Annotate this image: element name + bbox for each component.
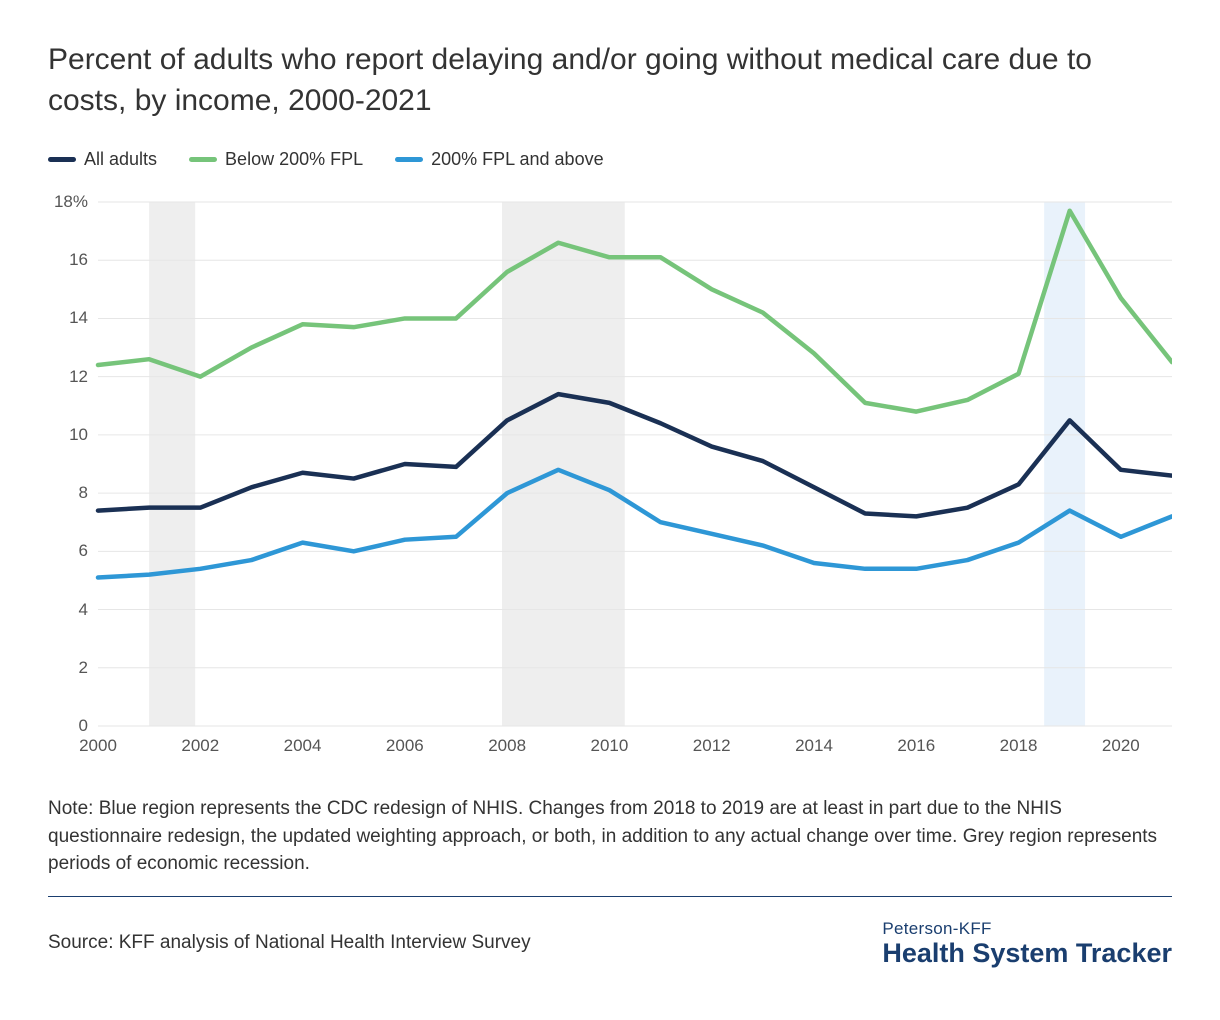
y-axis-label: 16 — [42, 250, 88, 270]
legend-item: All adults — [48, 149, 157, 170]
y-axis-label: 14 — [42, 308, 88, 328]
chart-note: Note: Blue region represents the CDC red… — [48, 795, 1172, 897]
footer: Source: KFF analysis of National Health … — [48, 919, 1172, 967]
x-axis-label: 2020 — [1102, 736, 1140, 756]
y-axis-label: 8 — [42, 483, 88, 503]
x-axis-label: 2010 — [591, 736, 629, 756]
source-text: Source: KFF analysis of National Health … — [48, 932, 531, 954]
shaded-region — [502, 202, 625, 726]
x-axis-label: 2002 — [181, 736, 219, 756]
y-axis-label: 6 — [42, 541, 88, 561]
y-axis-label: 18% — [42, 192, 88, 212]
shaded-region — [149, 202, 195, 726]
x-axis-label: 2000 — [79, 736, 117, 756]
brand-bottom-text: Health System Tracker — [882, 939, 1172, 967]
y-axis-label: 0 — [42, 716, 88, 736]
x-axis-label: 2004 — [284, 736, 322, 756]
x-axis-label: 2018 — [1000, 736, 1038, 756]
y-axis-label: 2 — [42, 658, 88, 678]
x-axis-label: 2014 — [795, 736, 833, 756]
shaded-region — [1044, 202, 1085, 726]
y-axis-label: 10 — [42, 425, 88, 445]
x-axis-label: 2012 — [693, 736, 731, 756]
brand-logo: Peterson-KFF Health System Tracker — [882, 919, 1172, 967]
series-line — [98, 211, 1172, 412]
chart-container: Percent of adults who report delaying an… — [0, 0, 1220, 1020]
legend-label: All adults — [84, 149, 157, 170]
legend-label: Below 200% FPL — [225, 149, 363, 170]
x-axis-label: 2008 — [488, 736, 526, 756]
plot-area: 024681012141618%200020022004200620082010… — [48, 194, 1172, 769]
plot-svg — [48, 194, 1172, 728]
series-line — [98, 394, 1172, 516]
legend-swatch — [189, 157, 217, 162]
legend-swatch — [395, 157, 423, 162]
legend-swatch — [48, 157, 76, 162]
legend-item: Below 200% FPL — [189, 149, 363, 170]
legend: All adults Below 200% FPL 200% FPL and abo… — [48, 149, 1172, 170]
legend-item: 200% FPL and above — [395, 149, 603, 170]
x-axis-label: 2006 — [386, 736, 424, 756]
x-axis-label: 2016 — [897, 736, 935, 756]
chart-title: Percent of adults who report delaying an… — [48, 40, 1172, 121]
brand-top-text: Peterson-KFF — [882, 919, 1172, 939]
legend-label: 200% FPL and above — [431, 149, 603, 170]
y-axis-label: 4 — [42, 600, 88, 620]
y-axis-label: 12 — [42, 367, 88, 387]
